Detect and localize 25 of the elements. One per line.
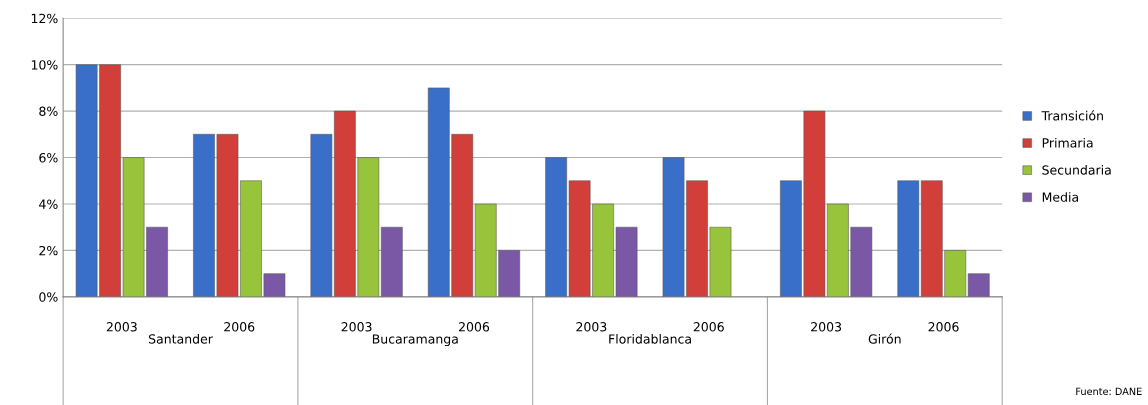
bar bbox=[967, 273, 990, 297]
x-tick-label: 2003 bbox=[341, 322, 372, 332]
legend-label: Transición bbox=[1041, 110, 1103, 121]
legend-label: Primaria bbox=[1042, 137, 1093, 148]
x-tick-label: 2003 bbox=[106, 322, 137, 332]
x-tick-label: 2006 bbox=[458, 322, 490, 332]
y-tick-label: 8% bbox=[39, 106, 58, 117]
x-tick-label: 2003 bbox=[811, 322, 842, 332]
x-tick-label: 2006 bbox=[693, 322, 724, 332]
y-tick-label: 10% bbox=[31, 60, 58, 70]
text: Girón bbox=[868, 333, 901, 344]
x-tick-label: 2003 bbox=[576, 322, 607, 332]
x-tick-label: 2006 bbox=[928, 322, 959, 332]
x-tick-label: 2006 bbox=[224, 322, 255, 332]
y-tick-label: 12% bbox=[31, 13, 58, 24]
legend-label: Media bbox=[1042, 192, 1078, 202]
source-note: Fuente: DANE bbox=[1076, 387, 1142, 396]
legend-label: Secundaria bbox=[1042, 165, 1111, 175]
y-tick-label: 0% bbox=[39, 292, 58, 302]
y-tick-label: 6% bbox=[39, 153, 58, 163]
text: Santander bbox=[148, 334, 213, 344]
text: Floridablanca bbox=[609, 334, 691, 344]
y-tick-label: 2% bbox=[39, 245, 58, 256]
y-tick-label: 4% bbox=[39, 199, 58, 209]
text: Bucaramanga bbox=[372, 334, 458, 347]
